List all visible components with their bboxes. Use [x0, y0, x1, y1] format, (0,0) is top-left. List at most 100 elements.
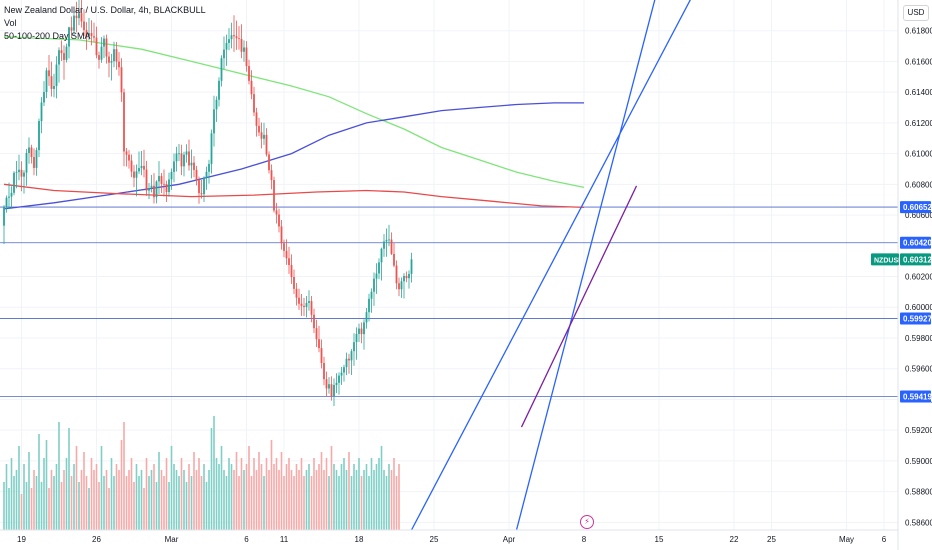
candle-body — [343, 367, 345, 373]
candle — [40, 97, 43, 134]
x-tick-label: 18 — [355, 535, 364, 544]
volume-indicator-label[interactable]: Vol — [4, 18, 17, 28]
candle-body — [275, 210, 278, 215]
candle-body — [110, 61, 113, 63]
currency-button[interactable]: USD — [903, 5, 929, 21]
volume-bar — [295, 464, 298, 530]
volume-bar — [223, 470, 225, 530]
candle — [355, 327, 358, 360]
candle-body — [270, 170, 273, 181]
candle-body — [240, 39, 243, 52]
candle-body — [398, 283, 400, 290]
volume-bar — [168, 482, 170, 530]
volume-bar — [173, 464, 175, 530]
volume-bar — [310, 476, 313, 530]
lightning-icon[interactable]: ⚡ — [580, 515, 594, 529]
candle — [35, 147, 38, 176]
sma-indicator-label[interactable]: 50-100-200 Day SMA — [4, 31, 91, 41]
candle-body — [75, 15, 78, 19]
candle-body — [175, 153, 178, 162]
candle-body — [388, 239, 390, 241]
volume-bar — [133, 482, 135, 530]
symbol-tag — [871, 253, 899, 266]
candle — [260, 122, 263, 149]
candle-body — [100, 46, 103, 60]
x-axis[interactable]: 19 26 Mar 6 11 18 25 Apr 8 15 22 25 May 6 — [0, 529, 898, 544]
volume-bar — [340, 464, 343, 530]
candle — [245, 41, 248, 72]
candle-body — [373, 278, 375, 292]
volume-bar — [373, 470, 375, 530]
candle-body — [338, 375, 340, 383]
candle — [190, 149, 193, 179]
x-tick-label: 6 — [244, 535, 249, 544]
candle-body — [48, 70, 50, 77]
volume-bar — [268, 470, 270, 530]
symbol-title[interactable]: New Zealand Dollar / U.S. Dollar, 4h, BL… — [4, 5, 206, 15]
candle-body — [133, 171, 135, 178]
candle — [318, 325, 320, 353]
trend-line — [520, 185, 638, 428]
candle-body — [288, 258, 290, 265]
candle-body — [210, 133, 213, 164]
volume-bar — [363, 470, 365, 530]
volume-bar — [220, 446, 223, 530]
candle-body — [168, 179, 170, 193]
volume-bar — [300, 458, 303, 530]
candle — [243, 40, 245, 62]
candle-body — [45, 70, 48, 93]
candle — [18, 154, 20, 181]
candle — [175, 146, 178, 172]
candle — [158, 161, 160, 195]
candle-body — [400, 281, 403, 290]
price-tag-label: 0.59419 — [903, 393, 932, 402]
sma-lines — [3, 36, 585, 210]
last-price-label: 0.60312 — [903, 255, 932, 264]
y-tick-label: 0.58800 — [905, 488, 932, 497]
price-tag — [900, 201, 931, 214]
y-tick-label: 0.61000 — [905, 150, 932, 159]
candle — [268, 151, 270, 174]
volume-bar — [145, 458, 148, 530]
y-tick-label: 0.60200 — [905, 273, 932, 282]
volume-bar — [158, 452, 160, 530]
candle — [303, 297, 305, 317]
volume-bar — [210, 428, 213, 530]
volume-bar — [370, 458, 373, 530]
candle — [278, 208, 280, 233]
volume-bar — [365, 464, 368, 530]
volume-bar — [28, 452, 30, 530]
candle — [288, 246, 290, 274]
horizontal-levels[interactable] — [0, 206, 898, 397]
price-tags: 0.60652 0.60420 0.59927 0.59419 NZDUSD 0.6031… — [871, 201, 932, 403]
volume-bar — [63, 470, 65, 530]
candle — [253, 86, 255, 116]
volume-bar — [160, 470, 163, 530]
x-tick-label: 19 — [17, 535, 26, 544]
candle — [138, 151, 140, 174]
volume-bar — [250, 476, 253, 530]
volume-bar — [278, 470, 280, 530]
candle-body — [333, 384, 335, 397]
volume-bar — [118, 470, 120, 530]
candle — [295, 282, 298, 306]
volume-bar — [190, 476, 193, 530]
volume-bar — [58, 422, 60, 530]
sma50-line — [3, 36, 585, 189]
candle — [150, 174, 153, 193]
candle-body — [383, 241, 385, 249]
candle — [8, 182, 10, 210]
candle — [63, 45, 65, 80]
volume-bar — [50, 470, 53, 530]
trend-lines[interactable] — [410, 0, 730, 531]
volume-bar — [105, 470, 108, 530]
volume-bar — [288, 458, 290, 530]
y-axis[interactable]: 0.61800 0.61600 0.61400 0.61200 0.61000 0.608… — [897, 0, 932, 550]
candle — [320, 339, 323, 369]
candle-body — [60, 50, 63, 54]
candle — [305, 296, 308, 318]
candle — [293, 269, 295, 295]
candle-body — [80, 13, 83, 22]
candle-body — [95, 37, 98, 56]
